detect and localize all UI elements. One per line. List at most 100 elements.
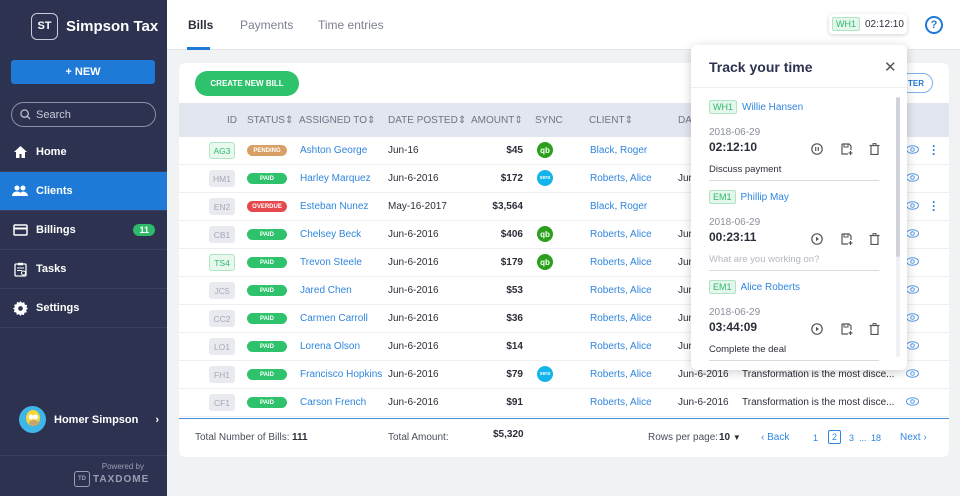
assigned-to-link[interactable]: Lorena Olson	[300, 341, 361, 352]
view-eye-icon[interactable]	[906, 145, 919, 157]
new-button[interactable]: + NEW	[11, 60, 155, 84]
popup-scrollbar-thumb[interactable]	[896, 97, 900, 257]
client-link[interactable]: Black, Roger	[590, 145, 648, 156]
client-link[interactable]: Roberts, Alice	[590, 257, 652, 268]
client-link[interactable]: Roberts, Alice	[590, 229, 652, 240]
sidebar-item-tasks[interactable]: Tasks	[0, 250, 167, 289]
assigned-to-link[interactable]: Carmen Carroll	[300, 313, 368, 324]
sidebar-item-clients[interactable]: Clients	[0, 172, 167, 211]
back-button[interactable]: ‹ Back	[761, 432, 789, 443]
save-entry-icon[interactable]	[841, 322, 853, 340]
view-eye-icon[interactable]	[906, 257, 919, 269]
table-row[interactable]: HM1 PAID Harley Marquez Jun-6-2016 $172 xero R…	[179, 165, 949, 193]
assigned-to-link[interactable]: Francisco Hopkins	[300, 369, 383, 380]
entry-time: 00:23:11	[709, 230, 757, 244]
delete-icon[interactable]	[869, 322, 880, 340]
assigned-to-link[interactable]: Carson French	[300, 397, 367, 408]
popup-divider	[691, 87, 907, 88]
table-row[interactable]: TS4 PAID Trevon Steele Jun-6-2016 $179 qb Robe…	[179, 249, 949, 277]
page-18[interactable]: 18	[871, 433, 882, 443]
view-eye-icon[interactable]	[906, 229, 919, 241]
entry-note-input[interactable]: What are you working on?	[709, 254, 820, 265]
entry-note-input[interactable]: Complete the deal	[709, 344, 787, 355]
assigned-to-link[interactable]: Esteban Nunez	[300, 201, 369, 212]
search-input[interactable]: Search	[11, 102, 156, 127]
view-eye-icon[interactable]	[906, 369, 919, 381]
time-entry-header: EM1 Phillip May	[709, 190, 789, 204]
assigned-to-link[interactable]: Trevon Steele	[300, 257, 362, 268]
client-link[interactable]: Roberts, Alice	[590, 369, 652, 380]
client-link[interactable]: Roberts, Alice	[590, 341, 652, 352]
col-amount-label: AMOUNT	[471, 115, 515, 126]
col-date-posted[interactable]: DATE POSTED⇕	[388, 115, 466, 126]
client-link[interactable]: Black, Roger	[590, 201, 648, 212]
tab-payments[interactable]: Payments	[240, 18, 294, 32]
tab-time-entries[interactable]: Time entries	[318, 18, 384, 32]
next-button[interactable]: Next ›	[900, 432, 927, 443]
tab-bills[interactable]: Bills	[188, 18, 214, 32]
assigned-to-link[interactable]: Harley Marquez	[300, 173, 371, 184]
entry-note-input[interactable]: Discuss payment	[709, 164, 782, 175]
table-row[interactable]: FH1 PAID Francisco Hopkins Jun-6-2016 $79 xer…	[179, 361, 949, 389]
view-eye-icon[interactable]	[906, 313, 919, 325]
client-link[interactable]: Roberts, Alice	[590, 285, 652, 296]
view-eye-icon[interactable]	[906, 285, 919, 297]
search-placeholder: Search	[36, 108, 71, 121]
table-row[interactable]: AG3 PENDING Ashton George Jun-16 $45 qb Black,…	[179, 137, 949, 165]
assigned-to-link[interactable]: Jared Chen	[300, 285, 352, 296]
powered-by-label: Powered by	[101, 462, 144, 471]
table-row[interactable]: EN2 OVERDUE Esteban Nunez May-16-2017 $3,564…	[179, 193, 949, 221]
play-icon[interactable]	[811, 322, 823, 340]
entry-client-link[interactable]: Alice Roberts	[740, 281, 800, 293]
entry-client-link[interactable]: Willie Hansen	[742, 101, 804, 113]
col-status[interactable]: STATUS⇕	[247, 115, 293, 126]
table-row[interactable]: JC5 PAID Jared Chen Jun-6-2016 $53 Roberts, A…	[179, 277, 949, 305]
more-options-icon[interactable]: · · ·	[932, 139, 936, 161]
col-client[interactable]: CLIENT⇕	[589, 115, 633, 126]
col-client-label: CLIENT	[589, 115, 625, 126]
client-link[interactable]: Roberts, Alice	[590, 313, 652, 324]
table-row[interactable]: LO1 PAID Lorena Olson Jun-6-2016 $14 Roberts,…	[179, 333, 949, 361]
col-amount[interactable]: AMOUNT⇕	[471, 115, 523, 126]
more-options-icon[interactable]: · · ·	[932, 195, 936, 217]
assigned-to-link[interactable]: Ashton George	[300, 145, 368, 156]
play-icon[interactable]	[811, 232, 823, 250]
assigned-to-link[interactable]: Chelsey Beck	[300, 229, 362, 240]
table-footer-divider	[179, 418, 949, 419]
delete-icon[interactable]	[869, 142, 880, 160]
user-menu[interactable]: Homer Simpson ›	[19, 406, 159, 433]
page-3[interactable]: 3	[849, 433, 855, 443]
client-link[interactable]: Roberts, Alice	[590, 173, 652, 184]
page-2-current[interactable]: 2	[828, 430, 842, 444]
view-eye-icon[interactable]	[906, 201, 919, 213]
brand[interactable]: ST Simpson Tax	[0, 0, 167, 52]
table-row[interactable]: CF1 PAID Carson French Jun-6-2016 $91 Roberts…	[179, 389, 949, 417]
create-new-bill-button[interactable]: CREATE NEW BILL	[195, 71, 299, 96]
sidebar-item-home[interactable]: Home	[0, 133, 167, 172]
sidebar-item-billings[interactable]: Billings 11	[0, 211, 167, 250]
table-row[interactable]: CB1 PAID Chelsey Beck Jun-6-2016 $406 qb Rober…	[179, 221, 949, 249]
help-icon[interactable]: ?	[925, 16, 943, 34]
taxdome-logo[interactable]: TD TAXDOME	[74, 471, 149, 487]
view-eye-icon[interactable]	[906, 341, 919, 353]
table-row[interactable]: CC2 PAID Carmen Carroll Jun-6-2016 $36 Robert…	[179, 305, 949, 333]
pause-icon[interactable]	[811, 142, 823, 160]
save-entry-icon[interactable]	[841, 232, 853, 250]
sidebar-item-label: Tasks	[36, 263, 67, 275]
close-icon[interactable]: ✕	[884, 59, 897, 76]
running-timer-chip[interactable]: WH1 02:12:10	[829, 14, 907, 34]
sort-icon: ⇕	[514, 115, 523, 126]
view-eye-icon[interactable]	[906, 397, 919, 409]
view-eye-icon[interactable]	[906, 173, 919, 185]
xero-sync-icon: xero	[537, 170, 553, 186]
sidebar: ST Simpson Tax + NEW Search Home Clients…	[0, 0, 167, 496]
rows-per-page-select[interactable]: 10 ▼	[719, 432, 741, 443]
entry-client-link[interactable]: Phillip May	[740, 191, 789, 203]
save-entry-icon[interactable]	[841, 142, 853, 160]
sidebar-item-settings[interactable]: Settings	[0, 289, 167, 328]
client-link[interactable]: Roberts, Alice	[590, 397, 652, 408]
page-1[interactable]: 1	[813, 433, 819, 443]
delete-icon[interactable]	[869, 232, 880, 250]
col-assigned-to[interactable]: ASSIGNED TO⇕	[299, 115, 375, 126]
description: Transformation is the most disce...	[742, 397, 895, 408]
